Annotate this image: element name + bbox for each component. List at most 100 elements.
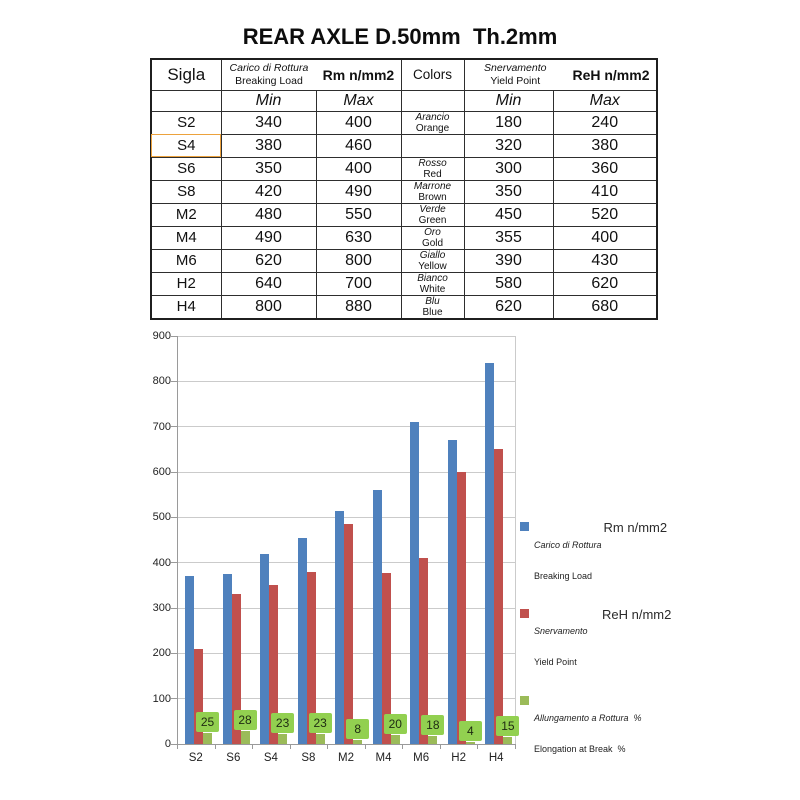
bar-blue-S6 [222, 574, 232, 744]
bar-green-S2 [203, 732, 212, 744]
table-header-row: Sigla Carico di Rottura Breaking Load Rm… [150, 58, 658, 91]
x-axis-label-M2: M2 [338, 752, 354, 764]
data-label-M4: 20 [383, 713, 407, 734]
y-axis-tick [171, 426, 177, 428]
bar-red-S8 [306, 571, 316, 744]
x-axis-tick [439, 744, 441, 749]
bar-red-M6 [419, 558, 429, 744]
y-axis-label: 900 [152, 330, 171, 342]
data-label-M6: 18 [421, 714, 445, 735]
x-axis-line [177, 744, 516, 745]
reh-max-cell: 410 [552, 179, 658, 204]
y-axis-tick [171, 380, 177, 382]
y-axis-tick [171, 652, 177, 654]
bar-red-S6 [231, 594, 241, 744]
table-row-H2: H2 640 700 Bianco White 580 620 [150, 271, 658, 296]
rm-max-cell: 400 [315, 156, 402, 181]
x-axis-label-H2: H2 [451, 752, 466, 764]
reh-max-cell: 520 [552, 202, 658, 227]
rm-min-cell: 380 [220, 133, 317, 158]
rm-max-cell: 460 [315, 133, 402, 158]
sigla-cell: M2 [150, 202, 222, 227]
x-axis-tick [402, 744, 404, 749]
reh-min-cell: 355 [463, 225, 554, 250]
bar-blue-S2 [185, 576, 194, 744]
data-label-S8: 23 [308, 712, 332, 733]
legend-swatch-green [520, 695, 529, 705]
bar-blue-S8 [297, 537, 307, 744]
bar-green-S4 [278, 733, 288, 744]
reh-min-cell: 620 [463, 294, 554, 319]
color-cell: Bianco White [400, 271, 465, 296]
y-axis-label: 500 [152, 511, 171, 524]
rm-min-cell: 340 [220, 110, 317, 135]
y-axis-tick [171, 471, 177, 473]
legend-unit-rm: Rm n/mm2 [603, 520, 668, 535]
bar-green-M2 [353, 740, 363, 744]
data-label-M2: 8 [346, 719, 370, 740]
bar-blue-H4 [485, 363, 495, 744]
legend-swatch-blue [520, 522, 529, 531]
bar-green-H2 [465, 742, 475, 744]
plot-right-border [515, 336, 516, 744]
table-row-S4: S4 380 460 320 380 [150, 133, 658, 158]
x-axis-tick [177, 744, 178, 749]
reh-max-cell: 620 [552, 271, 658, 296]
col-header-colors: Colors [400, 58, 465, 91]
legend-item-yield-point: Snervamento Yield Point ReH n/mm2 [520, 606, 750, 689]
x-axis-tick [515, 744, 516, 749]
table-row-S6: S6 350 400 Rosso Red 300 360 [150, 156, 658, 181]
col-header-yield-point: Snervamento Yield Point ReH n/mm2 [463, 58, 658, 91]
rm-min-cell: 800 [220, 294, 317, 319]
reh-min-cell: 180 [463, 110, 554, 135]
table-row-M6: M6 620 800 Giallo Yellow 390 430 [150, 248, 658, 273]
y-axis-label: 300 [152, 602, 171, 614]
legend-item-elongation: Allungamento a Rottura % Elongation at B… [520, 693, 750, 776]
data-label-S6: 28 [233, 710, 257, 731]
y-axis-tick [171, 335, 177, 337]
chart-legend: Carico di Rottura Breaking Load Rm n/mm2… [520, 519, 750, 779]
bar-blue-M6 [410, 422, 420, 744]
bar-blue-H2 [447, 440, 457, 744]
reh-max-cell: 240 [552, 110, 658, 135]
y-axis-label: 400 [152, 556, 171, 569]
y-axis-tick [171, 698, 177, 700]
bar-red-M4 [381, 572, 391, 744]
rm-min-cell: 640 [220, 271, 317, 296]
y-axis-label: 100 [152, 692, 171, 705]
y-axis-tick [171, 743, 177, 745]
x-axis-label-S6: S6 [226, 752, 241, 764]
rm-min-cell: 350 [220, 156, 317, 181]
gridline-700 [177, 426, 515, 428]
y-axis-label: 700 [152, 420, 171, 433]
gridline-900 [177, 335, 515, 337]
sigla-cell: H2 [150, 271, 222, 296]
x-axis-tick [477, 744, 479, 749]
bar-blue-M2 [335, 510, 345, 744]
x-axis-tick [214, 744, 216, 749]
color-cell: Blu Blue [400, 294, 465, 319]
rm-max-cell: 400 [315, 110, 402, 135]
rm-max-cell: 880 [315, 294, 402, 319]
reh-unit-label: ReH n/mm2 [572, 66, 650, 83]
sigla-cell: S8 [150, 179, 222, 204]
gridline-600 [177, 471, 515, 473]
y-axis-label: 0 [164, 738, 171, 750]
gridline-500 [177, 516, 515, 518]
table-row-S8: S8 420 490 Marrone Brown 350 410 [150, 179, 658, 204]
color-cell: Oro Gold [400, 225, 465, 250]
x-axis-label-M6: M6 [413, 752, 430, 764]
bar-red-H4 [494, 449, 504, 744]
reh-min-cell: 580 [463, 271, 554, 296]
y-axis-tick [171, 607, 177, 609]
rm-min-cell: 420 [220, 179, 317, 204]
sigla-cell: M4 [150, 225, 222, 250]
bar-blue-M4 [372, 490, 382, 744]
bar-green-H4 [503, 737, 513, 744]
breaking-load-label: Carico di Rottura Breaking Load [229, 62, 309, 87]
data-label-H4: 15 [496, 716, 520, 737]
max-header: Max [315, 89, 402, 112]
reh-max-cell: 360 [552, 156, 658, 181]
